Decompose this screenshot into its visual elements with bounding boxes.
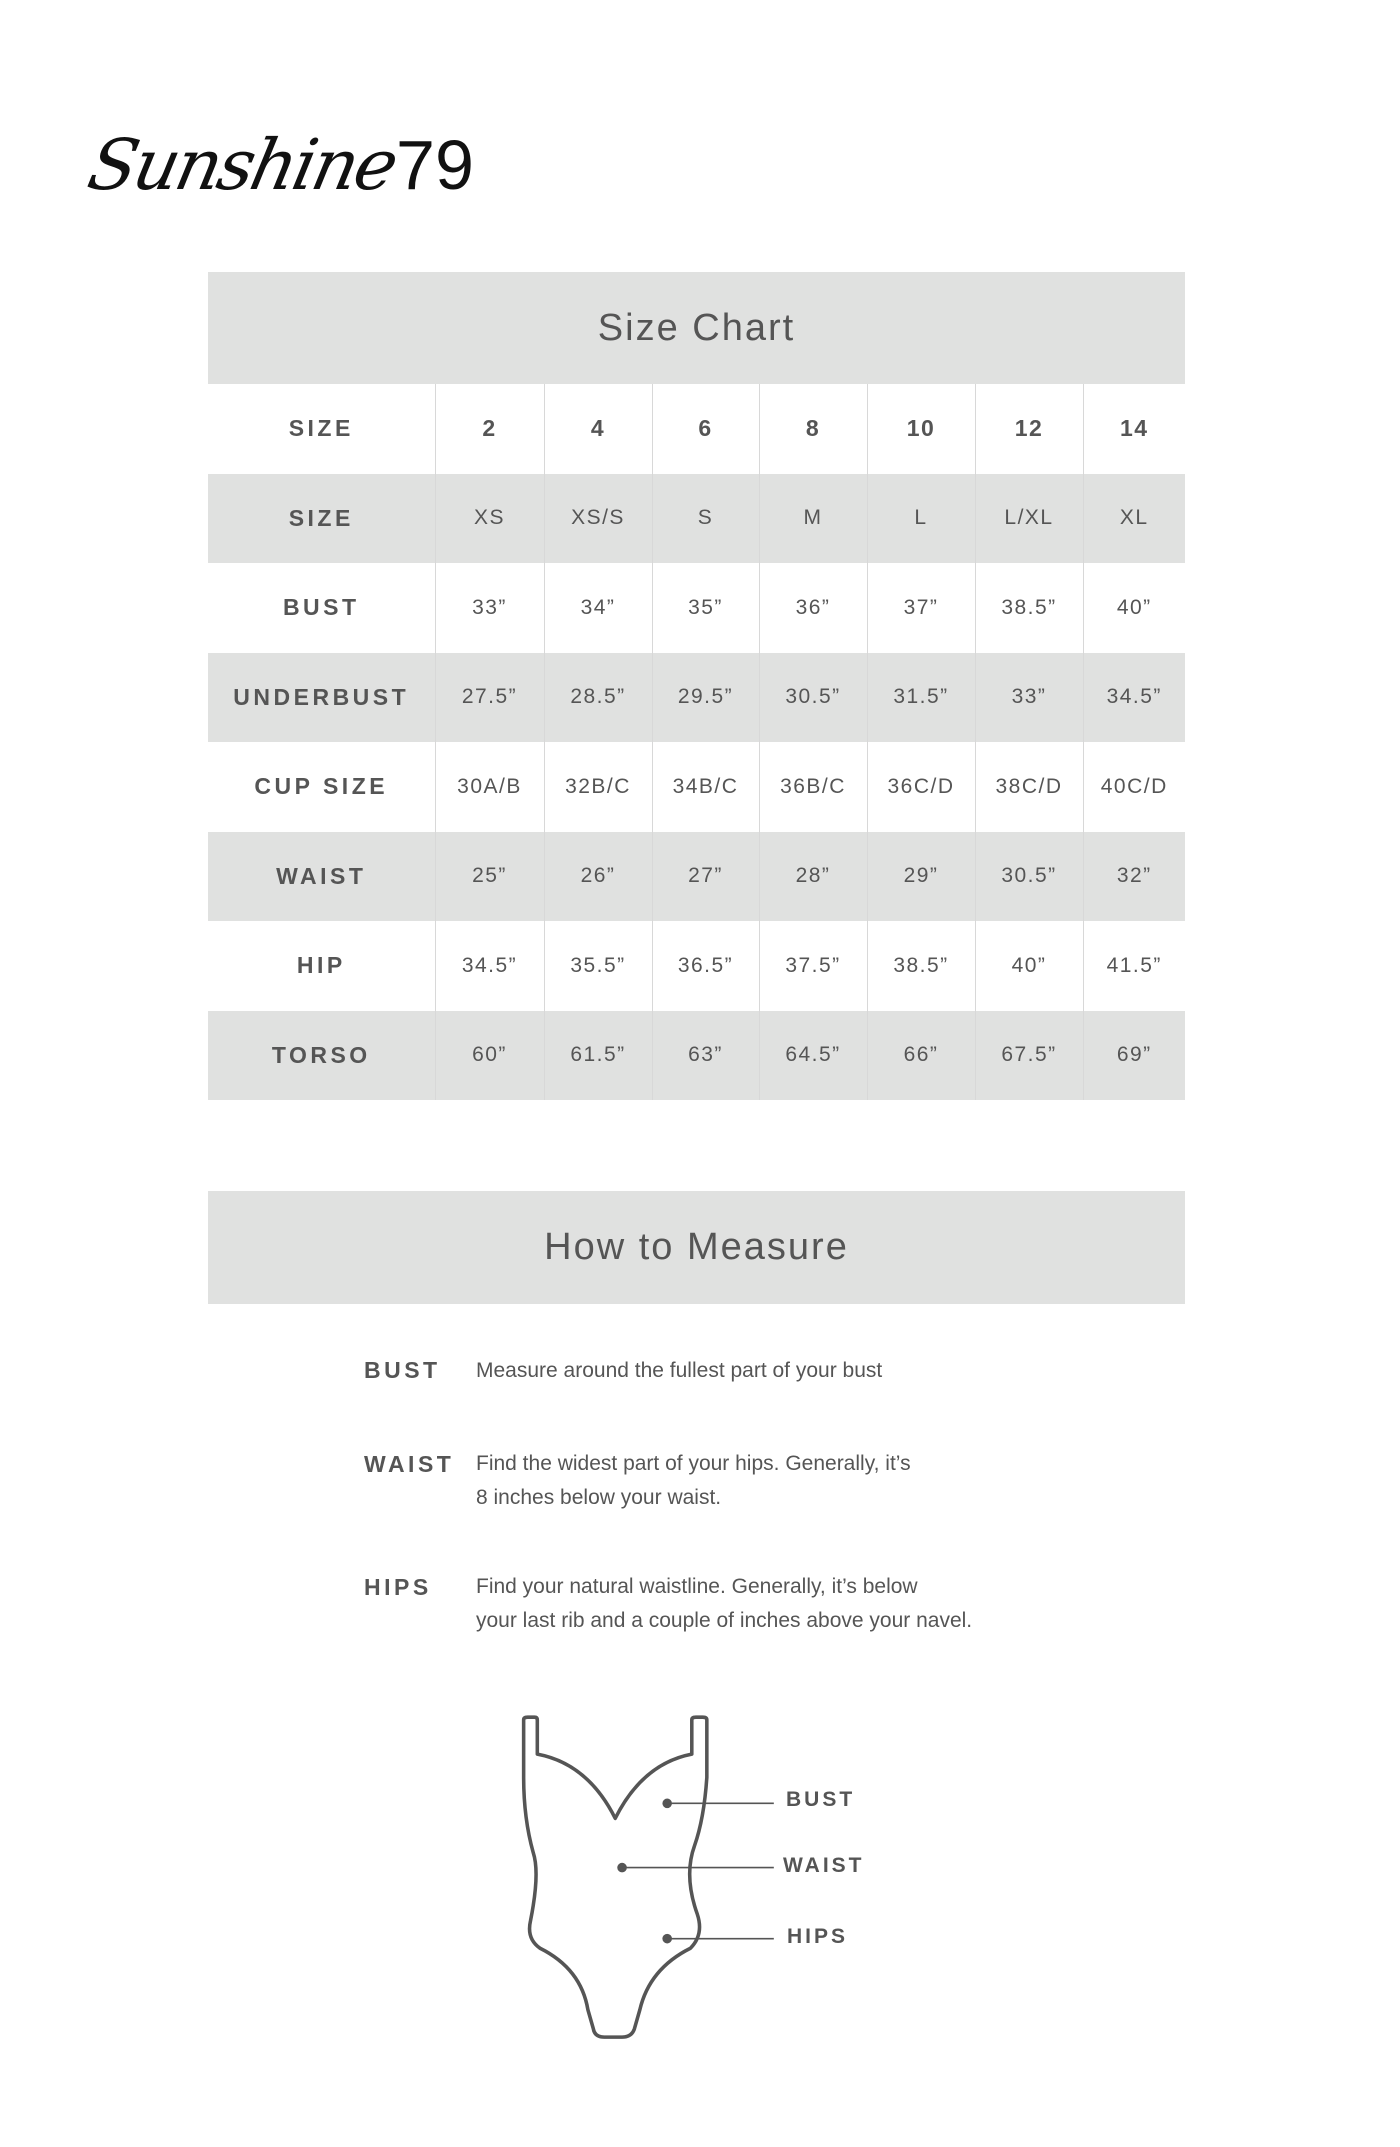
measure-label-bust: BUST <box>364 1357 441 1383</box>
table-cell: 26” <box>543 831 652 921</box>
table-cell: 30A/B <box>434 742 544 832</box>
table-cell: 35” <box>651 563 759 653</box>
table-cell: 34B/C <box>651 742 759 832</box>
table-row: SIZE XS XS/S S M L L/XL XL <box>208 473 1185 563</box>
figure-label-bust: BUST <box>786 1788 856 1811</box>
table-cell: 28.5” <box>543 652 652 742</box>
table-cell: 64.5” <box>758 1010 867 1100</box>
table-cell: L <box>866 473 975 563</box>
table-cell: 37.5” <box>758 921 867 1011</box>
table-cell: 38.5” <box>866 921 975 1011</box>
table-cell: XL <box>1082 473 1185 563</box>
logo-number: 79 <box>396 126 474 204</box>
measure-text-hips: Find your natural waistline. Generally, … <box>476 1570 972 1638</box>
figure-label-hips: HIPS <box>787 1925 849 1948</box>
table-cell: M <box>758 473 867 563</box>
hips-dot <box>662 1933 672 1944</box>
table-cell: 6 <box>651 384 759 474</box>
table-cell: 34.5” <box>1082 652 1185 742</box>
table-cell: 28” <box>758 831 867 921</box>
row-label: SIZE <box>288 415 354 442</box>
row-label: TORSO <box>208 1010 435 1100</box>
table-cell: 38C/D <box>974 742 1083 832</box>
table-cell: 40C/D <box>1082 742 1185 832</box>
table-row: WAIST 25” 26” 27” 28” 29” 30.5” 32” <box>208 831 1185 921</box>
table-cell: 30.5” <box>758 652 867 742</box>
table-row: UNDERBUST 27.5” 28.5” 29.5” 30.5” 31.5” 33” 34.… <box>208 652 1185 742</box>
table-cell: 12 <box>974 384 1083 474</box>
table-cell: 38.5” <box>974 563 1083 653</box>
table-cell: 36B/C <box>758 742 867 832</box>
table-cell: XS/S <box>543 473 652 563</box>
measure-label-hips: HIPS <box>364 1574 432 1600</box>
table-cell: 67.5” <box>974 1010 1083 1100</box>
measure-line: 8 inches below your waist. <box>476 1486 722 1509</box>
table-cell: 36” <box>758 563 867 653</box>
table-cell: 8 <box>758 384 867 474</box>
row-label: WAIST <box>208 831 435 921</box>
logo-script: Sunshine <box>81 124 403 206</box>
measure-line: your last rib and a couple of inches abo… <box>476 1609 973 1632</box>
table-cell: 66” <box>866 1010 975 1100</box>
table-cell: 40” <box>974 921 1083 1011</box>
table-cell: 34” <box>543 563 652 653</box>
table-cell: 32” <box>1082 831 1185 921</box>
table-cell: 27.5” <box>434 652 544 742</box>
table-cell: 34.5” <box>434 921 544 1011</box>
table-header-row: SIZE 2 4 6 8 10 12 14 <box>208 384 1185 474</box>
table-row: TORSO 60” 61.5” 63” 64.5” 66” 67.5” 69” <box>208 1010 1185 1100</box>
table-cell: 2 <box>434 384 544 474</box>
row-label: BUST <box>282 594 360 621</box>
table-cell: 27” <box>651 831 759 921</box>
brand-logo: Sunshine 79 <box>81 88 474 206</box>
swimsuit-outline <box>521 1715 709 2039</box>
table-cell: 35.5” <box>543 921 652 1011</box>
table-cell: 63” <box>651 1010 759 1100</box>
table-cell: S <box>651 473 759 563</box>
measure-line: Measure around the fullest part of your … <box>476 1359 883 1382</box>
figure-label-waist: WAIST <box>783 1854 865 1877</box>
row-label: SIZE <box>208 473 435 563</box>
table-cell: 69” <box>1082 1010 1185 1100</box>
table-cell: 61.5” <box>543 1010 652 1100</box>
table-cell: 36C/D <box>866 742 975 832</box>
table-row: CUP SIZE 30A/B 32B/C 34B/C 36B/C 36C/D 38C/D 40… <box>208 742 1185 832</box>
table-cell: L/XL <box>974 473 1083 563</box>
table-cell: 10 <box>866 384 975 474</box>
measure-text-bust: Measure around the fullest part of your … <box>476 1354 882 1388</box>
row-label: UNDERBUST <box>208 652 435 742</box>
table-cell: 31.5” <box>866 652 975 742</box>
measure-line: Find your natural waistline. Generally, … <box>476 1575 918 1598</box>
table-cell: XS <box>434 473 544 563</box>
row-label: HIP <box>296 952 346 979</box>
table-cell: 29” <box>866 831 975 921</box>
table-cell: 32B/C <box>543 742 652 832</box>
table-cell: 36.5” <box>651 921 759 1011</box>
how-to-measure-title: How to Measure <box>208 1191 1185 1304</box>
table-cell: 14 <box>1082 384 1185 474</box>
table-cell: 37” <box>866 563 975 653</box>
measure-line: Find the widest part of your hips. Gener… <box>476 1452 911 1475</box>
table-row: BUST 33” 34” 35” 36” 37” 38.5” 40” <box>208 563 1185 653</box>
measure-label-waist: WAIST <box>364 1451 455 1477</box>
table-cell: 25” <box>434 831 544 921</box>
table-cell: 29.5” <box>651 652 759 742</box>
table-cell: 30.5” <box>974 831 1083 921</box>
table-cell: 33” <box>434 563 544 653</box>
row-label: CUP SIZE <box>254 773 389 800</box>
size-chart-title: Size Chart <box>208 272 1185 384</box>
swimsuit-outline-icon <box>521 1715 774 2039</box>
measure-text-waist: Find the widest part of your hips. Gener… <box>476 1447 911 1515</box>
size-chart-table: SIZE 2 4 6 8 10 12 14 SIZE XS XS/S S M L L/XL XL BUST 33”… <box>208 384 1185 1100</box>
table-cell: 41.5” <box>1082 921 1185 1011</box>
table-row: HIP 34.5” 35.5” 36.5” 37.5” 38.5” 40” 41.5” <box>208 921 1185 1011</box>
table-cell: 33” <box>974 652 1083 742</box>
table-cell: 4 <box>543 384 652 474</box>
bust-dot <box>662 1798 672 1809</box>
table-cell: 60” <box>434 1010 544 1100</box>
table-cell: 40” <box>1082 563 1185 653</box>
